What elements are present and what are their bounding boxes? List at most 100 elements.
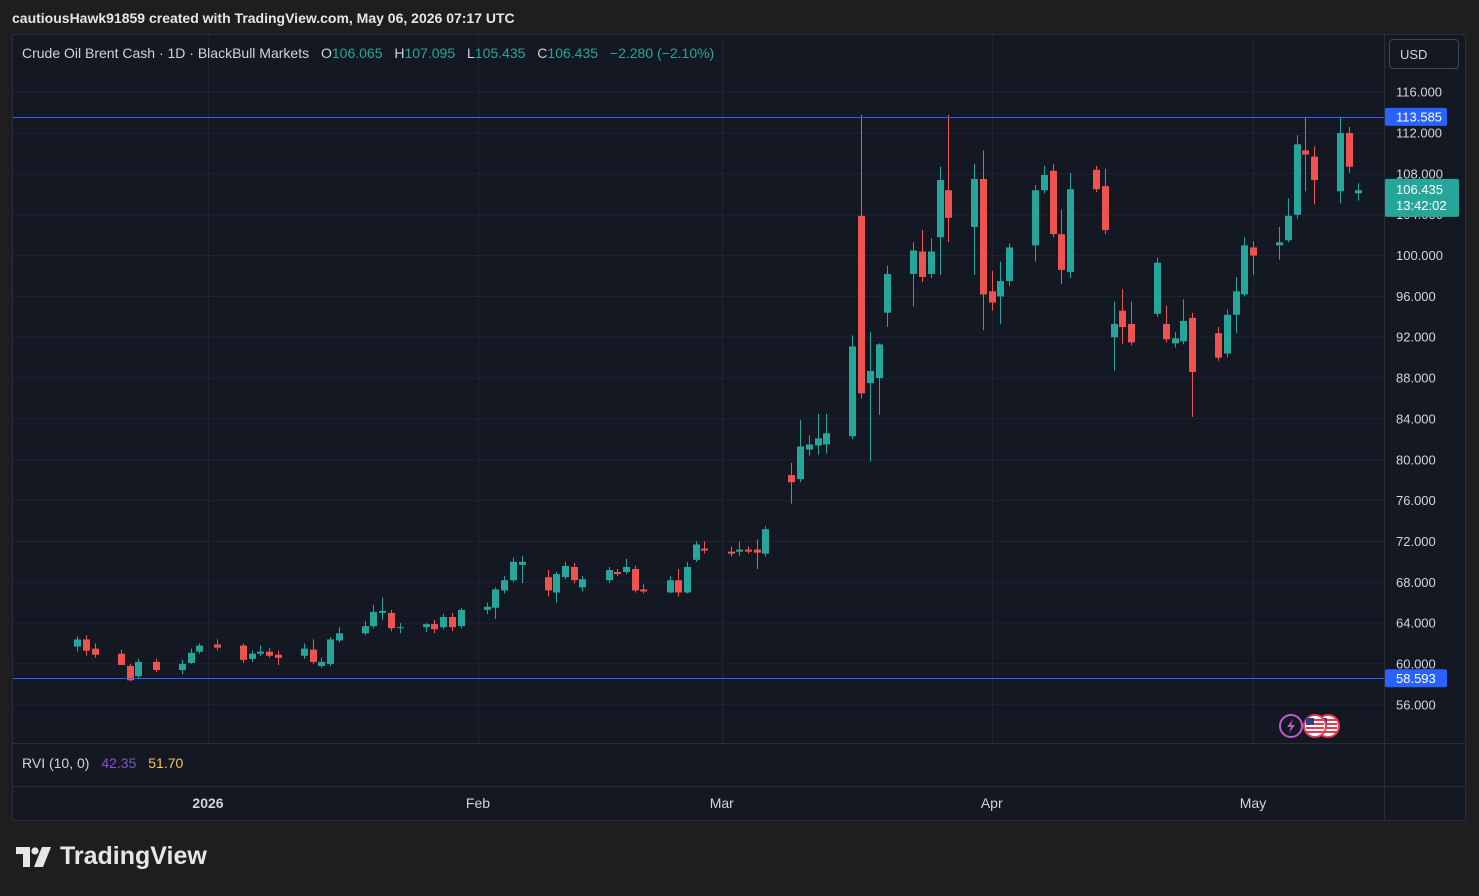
candle bbox=[1180, 299, 1187, 345]
candle-body bbox=[336, 633, 343, 641]
candle bbox=[266, 647, 273, 658]
candle bbox=[606, 566, 613, 584]
candle-body bbox=[823, 433, 830, 445]
candle-body bbox=[440, 616, 447, 628]
candle bbox=[945, 114, 952, 243]
time-tick-label: 2026 bbox=[192, 795, 223, 811]
time-axis: 2026 Feb Mar Apr May bbox=[192, 795, 1266, 811]
candle bbox=[336, 627, 343, 643]
candle bbox=[1111, 301, 1118, 371]
candle-body bbox=[980, 179, 987, 295]
lightning-icon[interactable] bbox=[1279, 714, 1303, 738]
candle bbox=[745, 546, 752, 554]
open-label: O bbox=[320, 45, 332, 61]
candle-body bbox=[188, 652, 195, 663]
candle bbox=[858, 114, 865, 399]
candle bbox=[1276, 226, 1283, 260]
candle-body bbox=[74, 639, 81, 647]
candle-body bbox=[928, 251, 935, 274]
candle bbox=[370, 604, 377, 629]
candle-body bbox=[562, 565, 569, 578]
candle bbox=[980, 150, 987, 331]
symbol-name[interactable]: Crude Oil Brent Cash · 1D · BlackBull Ma… bbox=[22, 45, 310, 61]
candle bbox=[1041, 165, 1048, 194]
candle bbox=[449, 612, 456, 632]
candle bbox=[440, 613, 447, 630]
candle bbox=[553, 572, 560, 603]
candle bbox=[1346, 126, 1353, 173]
candle-body bbox=[640, 589, 647, 592]
candle-body bbox=[519, 561, 526, 565]
candle bbox=[519, 555, 526, 584]
candle-body bbox=[754, 549, 761, 553]
candle bbox=[83, 635, 90, 656]
candle-body bbox=[397, 627, 404, 629]
chart-frame[interactable] bbox=[12, 34, 1466, 821]
candle-body bbox=[266, 651, 273, 656]
horizontal-lines bbox=[13, 117, 1384, 679]
candle bbox=[257, 645, 264, 656]
candle bbox=[928, 238, 935, 279]
price-axis: 116.000112.000108.000104.000100.00096.00… bbox=[1396, 85, 1443, 713]
candle-body bbox=[1224, 314, 1231, 354]
candle-body bbox=[327, 639, 334, 664]
candle-body bbox=[370, 611, 377, 627]
price-tick-label: 100.000 bbox=[1396, 248, 1443, 263]
candle bbox=[693, 541, 700, 562]
candle-body bbox=[1189, 317, 1196, 372]
candle bbox=[754, 539, 761, 569]
change-value: −2.280 (−2.10%) bbox=[609, 45, 715, 61]
candle bbox=[74, 636, 81, 652]
candle bbox=[1032, 185, 1039, 262]
candle-body bbox=[606, 570, 613, 581]
candle-body bbox=[1285, 215, 1292, 241]
price-tick-label: 68.000 bbox=[1396, 575, 1436, 590]
candle-body bbox=[579, 579, 586, 588]
candle bbox=[379, 597, 386, 621]
candle-body bbox=[910, 250, 917, 274]
tradingview-logo[interactable]: TradingView bbox=[16, 842, 207, 871]
candle bbox=[1311, 146, 1318, 205]
candle-body bbox=[815, 438, 822, 446]
indicator-name[interactable]: RVI (10, 0) bbox=[22, 755, 90, 771]
candle-body bbox=[945, 190, 952, 218]
candle-body bbox=[362, 626, 369, 634]
candle-body bbox=[571, 566, 578, 581]
indicator-legend[interactable]: RVI (10, 0) 42.35 51.70 bbox=[22, 755, 183, 771]
line-price-badge bbox=[1385, 669, 1447, 688]
time-tick-label: Mar bbox=[710, 795, 734, 811]
price-tick-label: 56.000 bbox=[1396, 697, 1436, 712]
candle bbox=[397, 623, 404, 634]
candle bbox=[1337, 116, 1344, 204]
candle-body bbox=[1006, 247, 1013, 282]
candle bbox=[762, 526, 769, 557]
candle-body bbox=[632, 568, 639, 591]
candle bbox=[937, 166, 944, 275]
candle-body bbox=[1119, 310, 1126, 328]
candle-body bbox=[806, 444, 813, 450]
high-label: H bbox=[394, 45, 405, 61]
candle bbox=[423, 623, 430, 633]
currency-button[interactable]: USD bbox=[1389, 39, 1459, 69]
candle-body bbox=[1241, 245, 1248, 295]
candle-body bbox=[1172, 338, 1179, 344]
candle bbox=[1067, 172, 1074, 279]
candle-body bbox=[684, 566, 691, 593]
candle bbox=[815, 413, 822, 455]
candle-body bbox=[849, 346, 856, 437]
candle-body bbox=[127, 665, 134, 681]
price-tick-label: 88.000 bbox=[1396, 371, 1436, 386]
candle-body bbox=[92, 648, 99, 655]
price-tick-label: 76.000 bbox=[1396, 493, 1436, 508]
candle bbox=[562, 561, 569, 580]
symbol-legend[interactable]: Crude Oil Brent Cash · 1D · BlackBull Ma… bbox=[22, 45, 714, 61]
candle-body bbox=[510, 561, 517, 581]
us-flag-icon[interactable] bbox=[1303, 714, 1327, 738]
candle bbox=[1302, 116, 1309, 192]
candle bbox=[797, 419, 804, 483]
candle-body bbox=[1233, 291, 1240, 315]
candle bbox=[327, 637, 334, 666]
candle-body bbox=[1154, 262, 1161, 314]
candle-body bbox=[1111, 323, 1118, 338]
